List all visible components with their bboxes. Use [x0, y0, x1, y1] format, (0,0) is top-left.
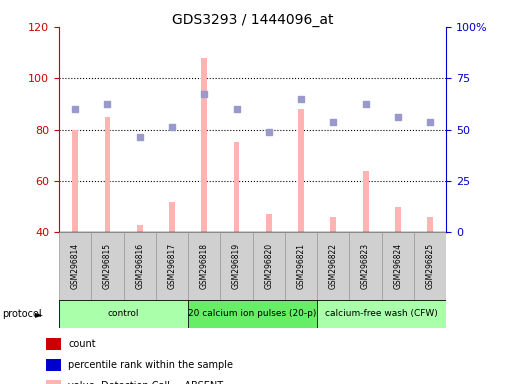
Text: GSM296824: GSM296824: [393, 243, 402, 289]
Text: GSM296815: GSM296815: [103, 243, 112, 289]
Text: 20 calcium ion pulses (20-p): 20 calcium ion pulses (20-p): [188, 310, 317, 318]
Text: percentile rank within the sample: percentile rank within the sample: [68, 360, 233, 370]
Text: GSM296817: GSM296817: [167, 243, 176, 289]
Bar: [395, 207, 401, 232]
Bar: [169, 202, 175, 232]
Bar: [188, 300, 317, 328]
Text: GDS3293 / 1444096_at: GDS3293 / 1444096_at: [172, 13, 333, 27]
Text: GSM296819: GSM296819: [232, 243, 241, 289]
Text: GSM296821: GSM296821: [297, 243, 306, 289]
Point: [71, 106, 79, 112]
Bar: [59, 232, 91, 300]
Point: [232, 106, 241, 112]
Bar: [382, 232, 414, 300]
Text: value, Detection Call = ABSENT: value, Detection Call = ABSENT: [68, 381, 223, 384]
Bar: [72, 130, 78, 232]
Text: GSM296820: GSM296820: [264, 243, 273, 289]
Point: [200, 91, 208, 97]
Bar: [221, 232, 252, 300]
Point: [265, 129, 273, 135]
Point: [362, 101, 370, 107]
Bar: [317, 300, 446, 328]
Point: [168, 124, 176, 130]
Bar: [414, 232, 446, 300]
Bar: [252, 232, 285, 300]
Bar: [91, 232, 124, 300]
Bar: [330, 217, 336, 232]
Text: protocol: protocol: [3, 309, 42, 319]
Bar: [266, 214, 272, 232]
Point: [135, 134, 144, 141]
Text: GSM296822: GSM296822: [329, 243, 338, 289]
Text: GSM296814: GSM296814: [71, 243, 80, 289]
Text: GSM296816: GSM296816: [135, 243, 144, 289]
Bar: [285, 232, 317, 300]
Bar: [124, 232, 156, 300]
Bar: [137, 225, 143, 232]
Bar: [188, 232, 221, 300]
Bar: [349, 232, 382, 300]
Point: [394, 114, 402, 120]
Text: GSM296823: GSM296823: [361, 243, 370, 289]
Text: control: control: [108, 310, 140, 318]
Text: GSM296825: GSM296825: [426, 243, 435, 289]
Text: calcium-free wash (CFW): calcium-free wash (CFW): [325, 310, 438, 318]
Point: [103, 101, 111, 107]
Point: [329, 119, 338, 125]
Point: [297, 96, 305, 102]
Bar: [105, 117, 110, 232]
Bar: [363, 170, 368, 232]
Text: ►: ►: [35, 309, 43, 319]
Bar: [427, 217, 433, 232]
Bar: [156, 232, 188, 300]
Bar: [233, 142, 240, 232]
Bar: [59, 300, 188, 328]
Bar: [201, 58, 207, 232]
Text: count: count: [68, 339, 96, 349]
Bar: [298, 109, 304, 232]
Point: [426, 119, 435, 125]
Bar: [317, 232, 349, 300]
Text: GSM296818: GSM296818: [200, 243, 209, 289]
